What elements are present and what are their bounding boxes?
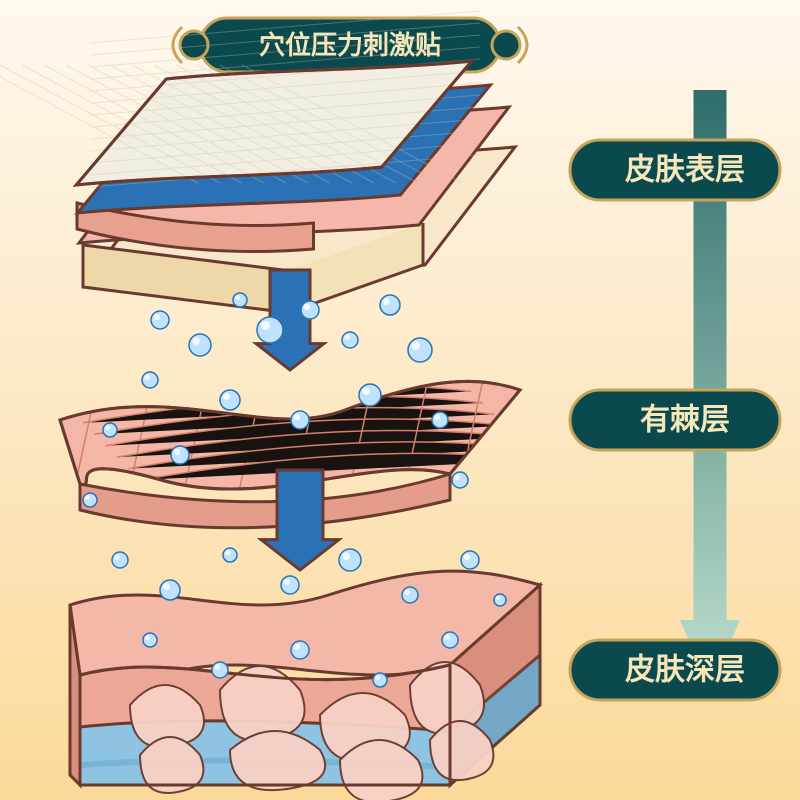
layer-label-text: 有棘层 (640, 404, 730, 437)
title-banner: 穴位压力刺激贴 (173, 18, 527, 72)
layer-label-l1: 皮肤表层 (570, 140, 780, 200)
layer-label-l2: 有棘层 (570, 390, 780, 450)
layer-label-text: 皮肤表层 (625, 154, 745, 187)
diagram-root: 穴位压力刺激贴皮肤表层有棘层皮肤深层 (0, 0, 800, 800)
layer-label-text: 皮肤深层 (625, 654, 745, 687)
deep-layer (70, 571, 540, 800)
diagram-svg: 穴位压力刺激贴皮肤表层有棘层皮肤深层 (0, 0, 800, 800)
title-text: 穴位压力刺激贴 (259, 30, 441, 60)
layer-label-l3: 皮肤深层 (570, 640, 780, 700)
